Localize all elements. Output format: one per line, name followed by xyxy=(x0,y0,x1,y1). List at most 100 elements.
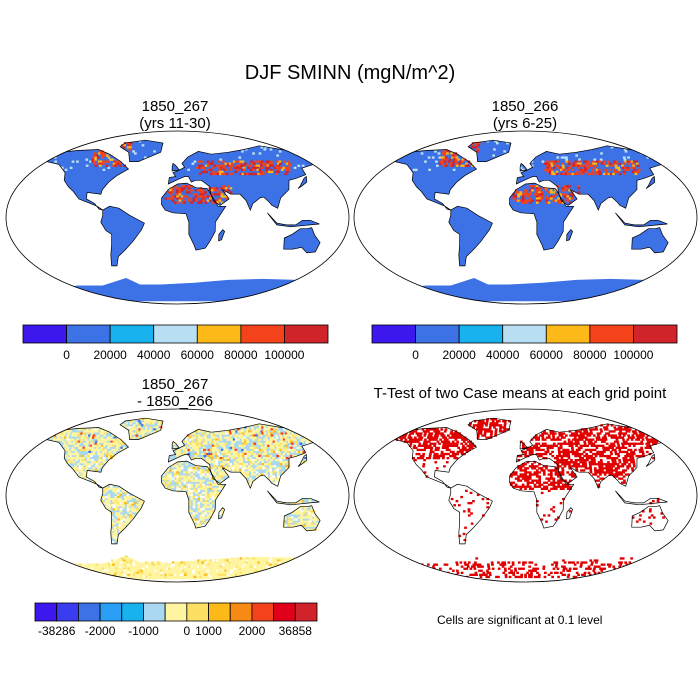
grid-cell xyxy=(624,446,628,449)
grid-cell xyxy=(476,426,480,429)
grid-cell xyxy=(213,201,217,204)
grid-cell xyxy=(220,430,224,433)
grid-cell xyxy=(440,156,444,159)
grid-cell xyxy=(90,440,94,443)
grid-cell xyxy=(586,434,590,437)
grid-cell xyxy=(62,430,65,433)
grid-cell xyxy=(559,487,563,490)
grid-cell xyxy=(499,428,502,431)
grid-cell xyxy=(561,473,565,476)
grid-cell xyxy=(570,444,574,447)
grid-cell xyxy=(197,497,201,501)
grid-cell xyxy=(199,481,203,484)
grid-cell xyxy=(104,575,108,579)
grid-cell xyxy=(261,432,265,435)
colorbar-swatch xyxy=(66,324,111,344)
grid-cell xyxy=(467,510,471,513)
grid-cell xyxy=(146,420,149,423)
grid-cell xyxy=(477,420,481,423)
colorbar-tick-label: 20000 xyxy=(442,348,476,362)
grid-cell xyxy=(68,459,72,462)
grid-cell xyxy=(586,459,589,462)
grid-cell xyxy=(287,434,291,437)
grid-cell xyxy=(114,495,118,499)
grid-cell xyxy=(220,510,224,513)
grid-cell xyxy=(566,195,570,198)
grid-cell xyxy=(486,569,489,572)
grid-cell xyxy=(89,573,93,576)
grid-cell xyxy=(174,571,177,574)
grid-cell xyxy=(116,565,120,568)
grid-cell xyxy=(180,189,184,192)
grid-cell xyxy=(268,428,272,431)
grid-cell xyxy=(121,504,125,507)
grid-cell xyxy=(255,172,258,176)
grid-cell xyxy=(276,160,279,163)
grid-cell xyxy=(514,569,517,572)
grid-cell xyxy=(456,563,459,566)
colorbar-swatch xyxy=(164,602,188,622)
grid-cell xyxy=(100,459,104,462)
grid-cell xyxy=(279,567,283,570)
grid-cell xyxy=(240,168,244,171)
coastline-namerica xyxy=(34,427,130,489)
grid-cell xyxy=(260,573,264,576)
grid-cell xyxy=(282,461,285,464)
grid-cell xyxy=(553,444,556,447)
grid-cell xyxy=(628,573,631,576)
grid-cell xyxy=(497,424,501,427)
grid-cell xyxy=(90,452,93,456)
grid-cell xyxy=(413,438,416,441)
grid-cell xyxy=(266,440,269,443)
grid-cell xyxy=(543,481,546,484)
grid-cell xyxy=(316,518,319,521)
grid-cell xyxy=(202,473,205,476)
grid-cell xyxy=(111,448,114,452)
grid-cell xyxy=(597,436,601,439)
grid-cell xyxy=(448,436,452,439)
grid-cell xyxy=(272,440,276,443)
grid-cell xyxy=(562,497,565,501)
grid-cell xyxy=(208,438,212,441)
grid-cell xyxy=(577,446,581,449)
grid-cell xyxy=(565,454,568,458)
grid-cell xyxy=(283,448,287,452)
grid-cell xyxy=(297,436,300,439)
grid-cell xyxy=(561,166,565,169)
grid-cell xyxy=(562,172,566,176)
grid-cell xyxy=(442,454,445,458)
grid-cell xyxy=(132,559,135,562)
grid-cell xyxy=(427,430,430,433)
grid-cell xyxy=(556,461,560,464)
grid-cell xyxy=(233,457,236,460)
grid-cell xyxy=(228,450,231,454)
grid-cell xyxy=(288,430,291,433)
grid-cell xyxy=(190,479,193,482)
grid-cell xyxy=(188,563,192,566)
grid-cell xyxy=(258,565,261,568)
grid-cell xyxy=(209,197,212,200)
grid-cell xyxy=(608,457,612,460)
grid-cell xyxy=(215,193,219,196)
grid-cell xyxy=(441,162,444,165)
grid-cell xyxy=(127,575,131,579)
grid-cell xyxy=(444,444,448,447)
grid-cell xyxy=(84,446,88,449)
grid-cell xyxy=(524,573,527,576)
grid-cell xyxy=(198,563,202,566)
grid-cell xyxy=(298,569,302,572)
grid-cell xyxy=(241,567,244,570)
grid-cell xyxy=(542,567,546,570)
grid-cell xyxy=(115,536,118,540)
grid-cell xyxy=(422,463,426,466)
grid-cell xyxy=(265,168,269,171)
grid-cell xyxy=(59,571,62,574)
grid-cell xyxy=(178,187,182,190)
grid-cell xyxy=(271,164,274,167)
grid-cell xyxy=(91,446,95,449)
grid-cell xyxy=(629,459,633,462)
grid-cell xyxy=(188,479,191,482)
grid-cell xyxy=(265,160,269,163)
grid-cell xyxy=(173,475,177,478)
grid-cell xyxy=(161,561,165,564)
